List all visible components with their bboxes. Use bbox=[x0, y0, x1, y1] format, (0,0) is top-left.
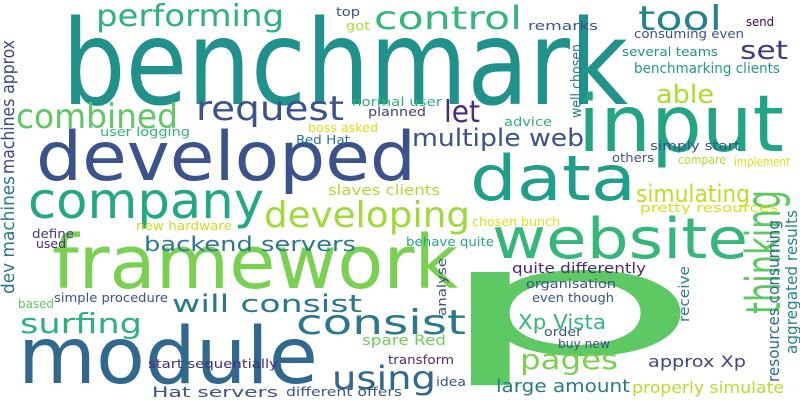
word-pages: pages bbox=[520, 343, 618, 376]
word-based: based bbox=[18, 297, 54, 311]
word-remarks: remarks bbox=[528, 19, 598, 33]
word-red-hat: Red Hat bbox=[296, 133, 350, 147]
word-using: using bbox=[332, 359, 436, 397]
word-input: input bbox=[578, 80, 784, 170]
word-module: module bbox=[18, 312, 318, 400]
word-chosen-bunch: chosen bunch bbox=[472, 215, 560, 229]
word-transform: transform bbox=[388, 353, 454, 367]
word-developed: developed bbox=[36, 118, 417, 197]
word-new-hardware: new hardware bbox=[136, 219, 232, 233]
word-resources-consuming: resources consuming bbox=[764, 220, 783, 382]
word-p: p bbox=[432, 216, 704, 390]
word-aggregated-results: aggregated results bbox=[782, 210, 800, 354]
word-simulating: simulating bbox=[636, 180, 750, 208]
word-send: send bbox=[746, 15, 774, 29]
word-simply-start: simply start bbox=[650, 139, 740, 153]
word-performing: performing bbox=[96, 0, 284, 34]
word-will-consist: will consist bbox=[172, 290, 362, 318]
word-set: set bbox=[740, 36, 788, 66]
word-benchmark: benchmark bbox=[62, 0, 628, 132]
word-buy-new: buy new bbox=[558, 337, 610, 351]
word-boss-asked: boss asked bbox=[308, 121, 378, 135]
word-slaves-clients: slaves clients bbox=[328, 183, 440, 199]
word-approx-xp: approx Xp bbox=[648, 352, 746, 371]
word-request: request bbox=[196, 89, 344, 129]
word-tool: tool bbox=[638, 0, 722, 39]
word-used: used bbox=[36, 237, 66, 251]
word-advice: advice bbox=[504, 115, 552, 129]
word-benchmarking-clients: benchmarking clients bbox=[634, 61, 780, 77]
word-analyse: analyse bbox=[435, 258, 449, 316]
word-backend-servers: backend servers bbox=[144, 232, 356, 256]
word-top: top bbox=[336, 5, 360, 19]
word-simple-procedure: simple procedure bbox=[54, 291, 168, 305]
word-order: order bbox=[544, 325, 582, 339]
word-behave-quite: behave quite bbox=[406, 235, 494, 249]
word-control: control bbox=[374, 0, 522, 37]
word-large-amount: large amount bbox=[496, 376, 630, 397]
word-data: data bbox=[470, 142, 636, 215]
word-dev-machines: dev machines bbox=[0, 176, 19, 294]
word-define: define bbox=[32, 227, 74, 241]
word-different-offers: different offers bbox=[286, 385, 402, 399]
word-website: website bbox=[492, 207, 748, 272]
word-implement: implement bbox=[734, 155, 790, 169]
word-let: let bbox=[444, 95, 480, 130]
word-others: others bbox=[612, 151, 654, 165]
word-company: company bbox=[28, 172, 264, 230]
word-pretty-resources: pretty resources bbox=[640, 201, 778, 215]
word-machines-approx: machines approx bbox=[0, 40, 19, 174]
word-organisation: organisation bbox=[526, 277, 616, 291]
word-planned: planned bbox=[368, 105, 426, 119]
word-combined: combined bbox=[16, 97, 178, 137]
word-receive: receive bbox=[677, 266, 693, 322]
word-able: able bbox=[656, 80, 714, 110]
word-consuming-even: consuming even bbox=[634, 27, 744, 41]
word-hat-servers: Hat servers bbox=[152, 385, 278, 400]
word-several-teams: several teams bbox=[622, 45, 718, 59]
word-properly-simulate: properly simulate bbox=[632, 378, 784, 397]
word-idea: idea bbox=[436, 375, 466, 389]
word-user-logging: user logging bbox=[100, 125, 190, 139]
word-multiple-web: multiple web bbox=[412, 124, 584, 152]
word-compare: compare bbox=[678, 153, 726, 167]
word-spare-red: spare Red bbox=[362, 333, 446, 349]
word-normal-user: normal user bbox=[352, 95, 442, 109]
word-developing: developing bbox=[264, 195, 470, 236]
word-well-chosen: well chosen bbox=[569, 44, 585, 118]
word-framework: framework bbox=[52, 220, 458, 306]
word-start-sequentially: start sequentially bbox=[148, 357, 278, 371]
word-surfing: surfing bbox=[20, 307, 142, 340]
word-quite-differently: quite differently bbox=[512, 261, 646, 277]
word-got: got bbox=[346, 19, 370, 33]
word-consist: consist bbox=[296, 303, 466, 343]
word-xp-vista: Xp Vista bbox=[518, 310, 606, 334]
word-even-though: even though bbox=[532, 291, 614, 305]
